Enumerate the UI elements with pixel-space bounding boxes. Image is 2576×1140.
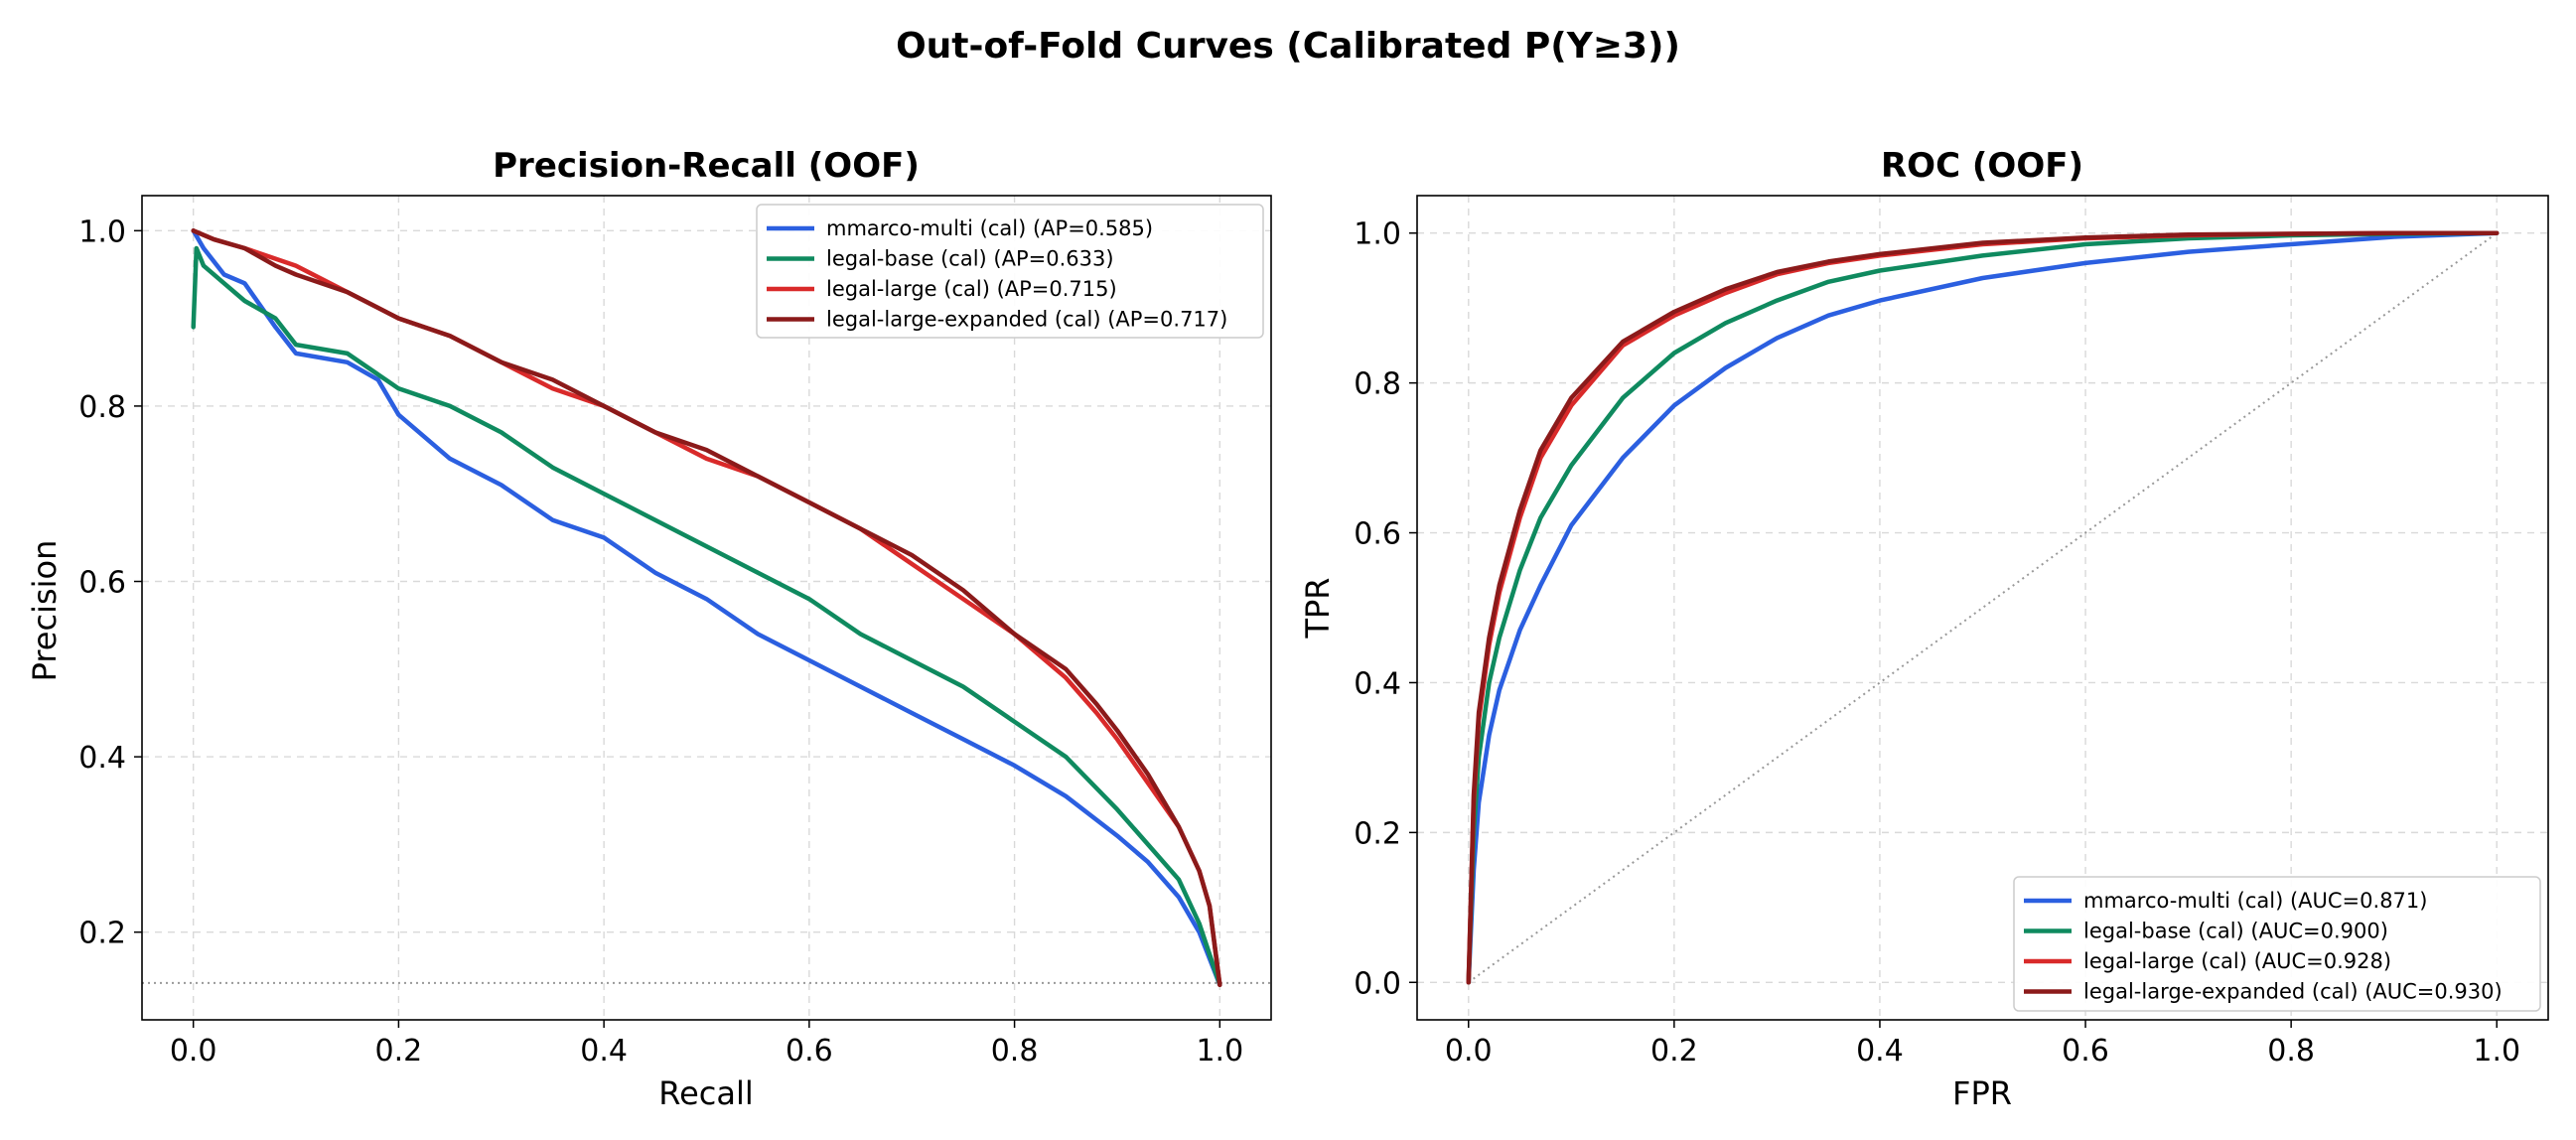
pr-x-tick-label: 1.0 — [1196, 1034, 1243, 1069]
roc-x-tick-label: 0.2 — [1650, 1034, 1698, 1069]
pr-axes-frame — [141, 195, 1272, 1021]
roc-series-mmarco-multi — [1466, 230, 2500, 985]
pr-xlabel: Recall — [658, 1074, 753, 1112]
roc-y-tick-label: 0.4 — [1354, 666, 1401, 701]
roc-legend-label: mmarco-multi (cal) (AUC=0.871) — [2083, 889, 2427, 913]
roc-x-tick-label: 0.6 — [2062, 1034, 2109, 1069]
pr-x-tick-label: 0.8 — [991, 1034, 1039, 1069]
roc-series-legal-large-expanded — [1466, 230, 2500, 985]
roc-y-tick-label: 0.6 — [1354, 517, 1401, 552]
pr-y-tick-label: 0.6 — [78, 566, 126, 601]
pr-legend — [756, 204, 1264, 339]
pr-panel-title: Precision-Recall (OOF) — [493, 146, 920, 186]
pr-series-legal-base — [191, 245, 1222, 987]
pr-y-tick-label: 1.0 — [78, 214, 126, 249]
pr-series-legal-large-expanded — [191, 228, 1222, 987]
pr-x-tick-label: 0.2 — [375, 1034, 423, 1069]
roc-x-tick-label: 0.4 — [1856, 1034, 1904, 1069]
roc-panel: ROC (OOF) FPR TPR 0.0 0.2 0.4 0.6 0.8 1.0 0.0 0… — [1299, 146, 2549, 1112]
roc-xlabel: FPR — [1952, 1074, 2012, 1112]
pr-series-legal-large — [191, 228, 1222, 987]
pr-panel: Precision-Recall (OOF) Recall Precision … — [26, 146, 1272, 1112]
pr-legend-label: legal-large (cal) (AP=0.715) — [826, 277, 1117, 301]
roc-y-tick-label: 0.0 — [1354, 966, 1401, 1001]
roc-y-tick-label: 0.2 — [1354, 816, 1401, 851]
pr-legend-label: mmarco-multi (cal) (AP=0.585) — [826, 216, 1153, 240]
roc-axes-frame — [1416, 195, 2549, 1021]
roc-x-tick-label: 1.0 — [2473, 1034, 2520, 1069]
roc-x-tick-label: 0.8 — [2267, 1034, 2315, 1069]
pr-legend-label: legal-large-expanded (cal) (AP=0.717) — [826, 308, 1227, 332]
pr-y-tick-label: 0.4 — [78, 741, 126, 776]
roc-legend-label: legal-large-expanded (cal) (AUC=0.930) — [2083, 980, 2503, 1004]
pr-y-tick-label: 0.8 — [78, 390, 126, 425]
roc-x-tick-label: 0.0 — [1445, 1034, 1493, 1069]
roc-ylabel: TPR — [1299, 577, 1337, 639]
roc-y-tick-label: 1.0 — [1354, 217, 1401, 252]
figure-title: Out-of-Fold Curves (Calibrated P(Y≥3)) — [896, 26, 1680, 67]
roc-panel-title: ROC (OOF) — [1881, 146, 2083, 186]
roc-legend-label: legal-large (cal) (AUC=0.928) — [2083, 949, 2391, 973]
roc-series-legal-base — [1466, 230, 2500, 985]
pr-y-tick-label: 0.2 — [78, 917, 126, 951]
roc-legend — [2013, 876, 2541, 1012]
pr-ylabel: Precision — [26, 540, 64, 682]
pr-x-tick-label: 0.6 — [786, 1034, 833, 1069]
pr-x-tick-label: 0.4 — [580, 1034, 628, 1069]
roc-legend-label: legal-base (cal) (AUC=0.900) — [2083, 920, 2388, 943]
roc-y-tick-label: 0.8 — [1354, 367, 1401, 402]
pr-legend-label: legal-base (cal) (AP=0.633) — [826, 247, 1114, 271]
pr-x-tick-label: 0.0 — [170, 1034, 217, 1069]
pr-series-mmarco-multi — [191, 228, 1222, 987]
